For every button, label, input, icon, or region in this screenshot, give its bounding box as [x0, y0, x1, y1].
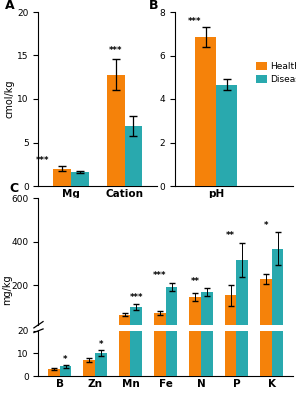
Bar — [48, 369, 60, 376]
Text: C: C — [9, 182, 18, 195]
Bar — [60, 366, 71, 376]
Bar — [131, 150, 142, 376]
Text: *: * — [63, 355, 68, 364]
Text: ***: *** — [187, 17, 201, 26]
Bar — [272, 0, 284, 376]
Y-axis label: cmol/kg: cmol/kg — [4, 80, 15, 118]
Text: mg/kg: mg/kg — [2, 275, 12, 305]
Bar — [119, 315, 131, 329]
Bar — [83, 328, 95, 329]
Bar — [260, 0, 272, 376]
Bar — [60, 328, 71, 329]
Bar — [125, 126, 142, 186]
Bar — [119, 229, 131, 376]
Text: A: A — [5, 0, 15, 12]
Bar — [166, 287, 177, 329]
Bar — [225, 25, 237, 376]
Bar — [107, 75, 125, 186]
Bar — [216, 85, 237, 186]
Bar — [154, 211, 166, 376]
Bar — [189, 297, 201, 329]
Text: ***: *** — [153, 271, 167, 280]
Bar — [83, 360, 95, 376]
Bar — [53, 169, 71, 186]
Legend: Healthy, Diseased: Healthy, Diseased — [252, 58, 296, 88]
Text: **: ** — [226, 231, 235, 240]
Text: B: B — [149, 0, 158, 12]
Bar — [48, 328, 60, 329]
Bar — [201, 292, 213, 329]
Bar — [237, 260, 248, 329]
Text: ***: *** — [36, 156, 49, 165]
Text: ***: *** — [129, 293, 143, 302]
Bar — [260, 279, 272, 329]
Bar — [131, 307, 142, 329]
Bar — [225, 295, 237, 329]
Bar — [237, 0, 248, 376]
Text: *: * — [264, 221, 268, 230]
Bar — [272, 249, 284, 329]
Text: *: * — [99, 340, 103, 349]
Text: ***: *** — [109, 46, 123, 56]
Bar — [154, 313, 166, 329]
Bar — [166, 0, 177, 376]
Bar — [189, 41, 201, 376]
Bar — [95, 327, 107, 329]
Bar — [95, 353, 107, 376]
Bar — [201, 0, 213, 376]
Text: **: ** — [191, 277, 200, 286]
Bar — [195, 37, 216, 186]
Bar — [71, 172, 89, 186]
